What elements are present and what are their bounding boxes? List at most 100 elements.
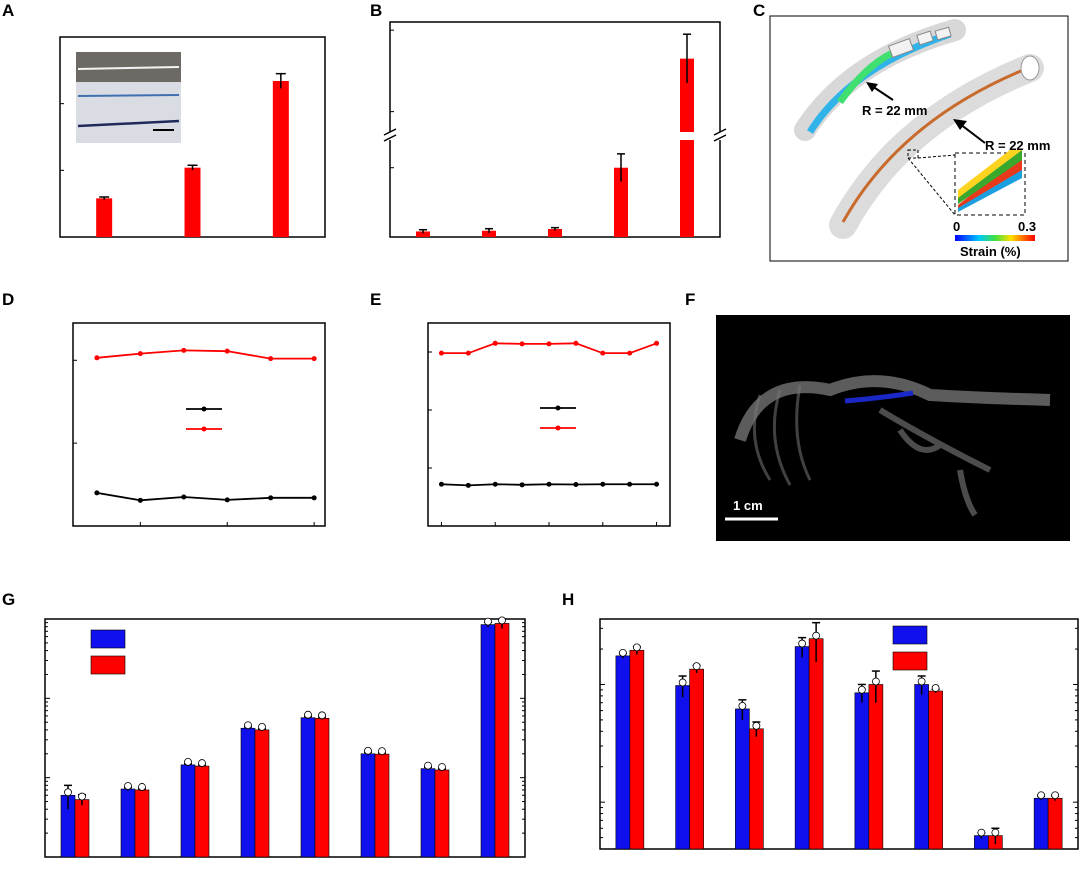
bar bbox=[300, 717, 316, 858]
axis-break-mark bbox=[713, 128, 727, 136]
bar-upper bbox=[680, 58, 694, 132]
bar bbox=[494, 623, 510, 858]
data-point bbox=[438, 481, 444, 487]
bar bbox=[272, 81, 289, 237]
chart-modulus bbox=[59, 36, 326, 238]
data-point bbox=[519, 482, 525, 488]
plot-frame bbox=[599, 618, 1079, 850]
bar bbox=[614, 167, 628, 237]
bar bbox=[180, 764, 196, 858]
data-point bbox=[224, 497, 230, 503]
component-chip-2 bbox=[916, 30, 934, 46]
data-marker bbox=[498, 616, 506, 625]
data-marker bbox=[198, 759, 206, 767]
data-point bbox=[546, 341, 552, 347]
bar bbox=[615, 655, 631, 850]
chart-photovoltage-pbs bbox=[427, 322, 671, 527]
bar bbox=[434, 769, 450, 858]
bar bbox=[689, 668, 704, 850]
data-point bbox=[181, 347, 187, 353]
inset-strip-2 bbox=[77, 94, 180, 97]
series-line bbox=[96, 349, 315, 360]
panel-label-e: E bbox=[370, 290, 381, 309]
arrow-2-head bbox=[953, 119, 967, 130]
colorbar-label: Strain (%) bbox=[960, 244, 1021, 259]
data-point bbox=[519, 341, 525, 347]
panel-label-h: H bbox=[562, 590, 574, 609]
bar bbox=[360, 753, 376, 858]
data-point bbox=[94, 490, 100, 496]
data-point bbox=[311, 495, 317, 501]
data-marker bbox=[991, 828, 1000, 837]
strain-detail bbox=[958, 150, 1022, 212]
data-marker bbox=[812, 631, 821, 640]
bar bbox=[184, 167, 201, 237]
legend-marker bbox=[201, 406, 207, 412]
data-point bbox=[311, 356, 317, 362]
data-marker bbox=[632, 643, 641, 652]
bar bbox=[482, 230, 496, 237]
data-point bbox=[546, 481, 552, 487]
implanted-device bbox=[844, 390, 914, 404]
panel-label-d: D bbox=[2, 290, 14, 309]
device-wire-long bbox=[841, 66, 1029, 223]
inset-strip-3 bbox=[77, 119, 180, 128]
legend-swatch bbox=[892, 625, 928, 645]
zoom-line-2 bbox=[907, 157, 956, 216]
bar-lower bbox=[680, 140, 694, 237]
data-marker bbox=[917, 677, 926, 686]
xray-spine bbox=[734, 375, 1051, 442]
bar bbox=[74, 799, 90, 858]
bar bbox=[548, 229, 562, 237]
bar bbox=[914, 684, 929, 850]
bar bbox=[420, 768, 436, 858]
panel-label-a: A bbox=[2, 1, 14, 20]
chart-blood-counts bbox=[44, 616, 526, 858]
data-point bbox=[573, 482, 579, 488]
data-point bbox=[600, 481, 606, 487]
data-marker bbox=[78, 792, 86, 801]
data-marker bbox=[364, 746, 372, 755]
bar bbox=[868, 684, 884, 850]
strain-colorbar bbox=[955, 235, 1035, 241]
xray-ribs bbox=[752, 384, 812, 486]
chart-photovoltage-stretching bbox=[72, 322, 326, 527]
bar bbox=[120, 788, 136, 858]
data-marker bbox=[318, 711, 326, 720]
bar bbox=[194, 765, 210, 858]
panel-label-g: G bbox=[2, 590, 15, 609]
bar bbox=[735, 708, 750, 850]
data-point bbox=[492, 481, 498, 487]
series-line bbox=[96, 491, 315, 502]
data-point bbox=[268, 356, 274, 362]
data-point bbox=[268, 495, 274, 501]
bar bbox=[1033, 797, 1049, 850]
bar bbox=[928, 690, 943, 850]
data-point bbox=[224, 348, 230, 354]
data-point bbox=[181, 494, 187, 500]
data-marker bbox=[678, 678, 687, 687]
data-marker bbox=[871, 677, 880, 686]
data-marker bbox=[1037, 791, 1046, 800]
data-marker bbox=[378, 747, 386, 756]
zoom-line-1 bbox=[917, 154, 956, 159]
data-point bbox=[137, 497, 143, 503]
bar bbox=[629, 650, 645, 850]
zoom-source-box bbox=[907, 149, 919, 159]
data-point bbox=[627, 481, 633, 487]
data-marker bbox=[857, 685, 866, 694]
data-marker bbox=[64, 788, 72, 797]
data-marker bbox=[1051, 791, 1060, 800]
data-marker bbox=[977, 828, 986, 837]
legend-marker bbox=[555, 425, 561, 431]
tube-end bbox=[1020, 55, 1040, 81]
data-marker bbox=[184, 757, 192, 766]
panel-label-b: B bbox=[370, 1, 382, 20]
bar bbox=[134, 789, 150, 858]
chart-blood-chemistry bbox=[599, 618, 1079, 850]
data-marker bbox=[738, 702, 747, 710]
legend-swatch bbox=[90, 629, 126, 649]
data-marker bbox=[258, 723, 266, 731]
axis-break-mark bbox=[383, 128, 397, 136]
